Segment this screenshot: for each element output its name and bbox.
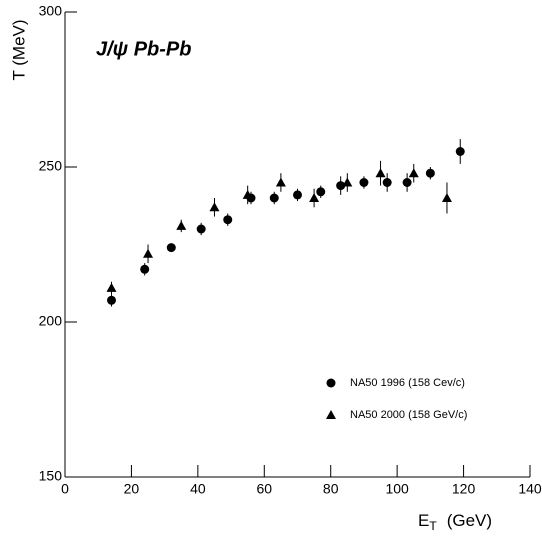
data-point — [196, 224, 206, 234]
data-point — [143, 248, 154, 258]
data-point — [176, 220, 187, 230]
x-axis-label: ET (GeV) — [418, 511, 492, 533]
data-point — [209, 202, 220, 212]
data-point — [316, 187, 326, 197]
data-point — [106, 282, 117, 292]
legend-label: NA50 1996 (158 Cev/c) — [350, 377, 465, 389]
data-point — [375, 168, 386, 178]
x-label-sub: T — [429, 519, 437, 533]
x-tick-label: 60 — [256, 481, 272, 497]
x-tick-label: 140 — [518, 481, 542, 497]
data-point — [242, 189, 253, 199]
x-label-main: E — [418, 511, 429, 530]
data-point — [359, 178, 369, 187]
y-tick-label: 150 — [39, 468, 63, 484]
legend-label: NA50 2000 (158 GeV/c) — [350, 409, 467, 421]
data-point — [293, 190, 302, 200]
y-axis-label: T (MeV) — [9, 19, 28, 80]
data-point — [402, 178, 412, 187]
x-tick-label: 40 — [190, 481, 206, 497]
data-point — [140, 264, 150, 274]
data-point — [223, 215, 233, 225]
data-point — [309, 193, 320, 202]
y-tick-label: 200 — [39, 313, 63, 329]
y-tick-label: 250 — [39, 158, 63, 174]
x-tick-label: 0 — [61, 481, 69, 497]
y-tick-label: 300 — [39, 3, 63, 19]
data-point — [441, 193, 452, 202]
data-point — [275, 177, 286, 187]
data-point — [107, 295, 116, 305]
legend-marker — [326, 410, 336, 419]
x-tick-label: 80 — [323, 481, 339, 497]
data-point — [336, 181, 346, 191]
x-tick-label: 120 — [452, 481, 476, 497]
x-label-unit: (GeV) — [447, 511, 492, 530]
x-tick-label: 100 — [385, 481, 409, 497]
legend-marker — [326, 378, 336, 388]
data-point — [425, 168, 435, 178]
chart-title: J/ψ Pb-Pb — [96, 38, 191, 60]
data-point — [166, 243, 176, 253]
data-point — [342, 177, 353, 187]
data-point — [455, 147, 465, 156]
data-point — [269, 193, 279, 203]
data-point — [382, 178, 392, 187]
data-point — [408, 168, 419, 178]
x-tick-label: 20 — [124, 481, 140, 497]
